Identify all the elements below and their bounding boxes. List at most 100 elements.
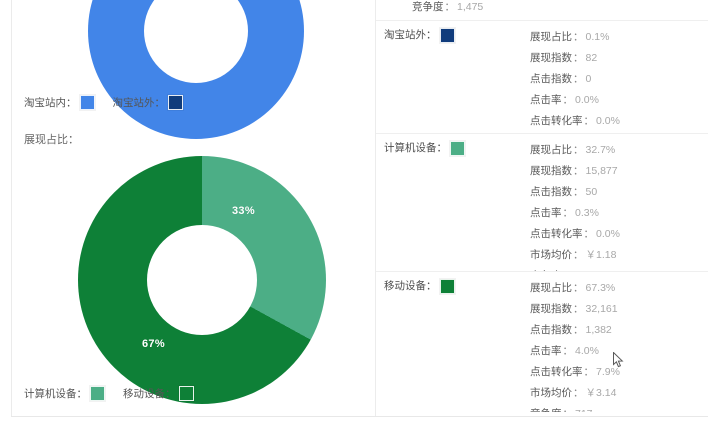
metric-value: 1,382 [585,324,612,336]
metric-row: 竞争度 ： 717 [530,404,620,412]
metric-row: 展现指数 ： 32,161 [530,299,620,320]
section-divider [376,133,708,134]
metric-colon: ： [573,144,584,156]
legend-item-taobao-inside[interactable]: 淘宝站内： [24,95,95,110]
section-divider [376,20,708,21]
metric-key: 竞争度 [412,1,444,13]
metrics-panel: 竞争度 ： 1,475 淘宝站外： 展现占比 ： 0.1% [375,0,708,418]
metric-block-label: 淘宝站外： [384,29,437,41]
metric-row: 展现占比 ： 67.3% [530,278,620,299]
metric-colon: ： [573,303,584,315]
metric-colon: ： [573,31,584,43]
metric-key: 展现指数 [530,165,572,177]
legend-label-taobao-outside: 淘宝站外： [112,97,166,109]
metric-colon: ： [583,366,595,378]
donut-hole [144,0,248,83]
taobao-channel-legend: 淘宝站内： 淘宝站外： [24,95,183,110]
metric-key: 市场均价 [530,249,572,261]
metric-value: 0.1% [585,31,610,43]
metric-rows: 展现占比 ： 0.1% 展现指数 ： 82 点击指数 ： 0 [494,21,620,133]
metric-key: 展现占比 [530,144,572,156]
metric-key: 点击指数 [530,324,572,336]
metric-colon: ： [573,324,584,336]
charts-panel: 淘宝站内： 淘宝站外： 展现占比： 33% 67% [11,0,375,416]
metric-key: 点击指数 [530,186,572,198]
metric-row: 点击指数 ： 1,382 [530,320,620,341]
legend-item-taobao-outside[interactable]: 淘宝站外： [112,95,183,110]
metric-value: 790 [575,266,593,271]
metric-row: 展现占比 ： 32.7% [530,140,620,161]
metric-row: 点击率 ： 4.0% [530,341,620,362]
metric-key: 点击转化率 [530,115,583,127]
metric-value: 0 [585,73,592,85]
metric-row: 市场均价 ： ￥1.18 [530,245,620,266]
metric-value: 1,475 [457,1,484,13]
device-donut-chart[interactable]: 33% 67% [78,156,326,404]
metric-value: 4.0% [575,345,599,357]
metric-row: 点击转化率 ： 7.9% [530,362,620,383]
metric-key: 展现指数 [530,303,572,315]
legend-item-pc-device[interactable]: 计算机设备： [24,386,105,401]
legend-swatch-taobao-outside [168,95,183,110]
metric-block-swatch [439,28,455,43]
donut-hole [147,225,257,335]
metric-rows: 展现占比 ： 67.3% 展现指数 ： 32,161 点击指数 ： 1,382 [494,272,620,412]
legend-swatch-mobile-device [178,386,194,401]
metric-colon: ： [563,266,574,271]
metric-block-pc-device: 计算机设备： 展现占比 ： 32.7% 展现指数 ： 15,877 [376,134,708,271]
metric-row: 点击指数 ： 50 [530,182,620,203]
metric-key: 展现指数 [530,52,572,64]
metric-row: 竞争度 ： 1,475 [376,0,708,14]
metric-colon: ： [563,404,574,412]
metric-key: 展现占比 [530,31,572,43]
metric-row: 点击率 ： 0.3% [530,203,620,224]
metric-colon: ： [562,94,574,106]
metric-value: 0.0% [575,94,599,106]
section-divider [376,271,708,272]
metric-block-mobile-device: 移动设备： 展现占比 ： 67.3% 展现指数 ： 32,161 [376,272,708,412]
donut-ring [78,156,326,404]
metric-row-partial-top: 竞争度 ： 1,475 [376,0,708,16]
metric-colon: ： [573,387,584,399]
metric-value: 32,161 [585,303,618,315]
metric-key: 点击率 [530,345,562,357]
metric-key: 竞争度 [530,404,562,412]
metric-key: 点击转化率 [530,366,583,378]
donut-ring [88,0,304,139]
donut-slice-label-mobile: 67% [142,338,165,350]
metric-row: 点击转化率 ： 0.0% [530,224,620,245]
metric-value: 15,877 [585,165,618,177]
metric-block-taobao-outside: 淘宝站外： 展现占比 ： 0.1% 展现指数 ： 82 点击指数 [376,21,708,133]
metric-value: 0.0% [596,115,620,127]
legend-swatch-pc-device [90,386,105,401]
metric-key: 点击指数 [530,73,572,85]
metric-value: 50 [585,186,598,198]
metric-value: 82 [585,52,598,64]
metric-colon: ： [583,115,595,127]
metric-colon: ： [573,249,584,261]
metric-row: 展现占比 ： 0.1% [530,27,620,48]
metric-colon: ： [573,186,584,198]
metric-row: 点击转化率 ： 0.0% [530,111,620,132]
metric-key: 展现占比 [530,282,572,294]
metric-colon: ： [573,282,584,294]
metric-key: 点击率 [530,207,562,219]
metric-colon: ： [573,165,584,177]
metric-block-swatch [439,279,455,294]
metric-colon: ： [573,73,584,85]
donut-slice-label-pc: 33% [232,205,255,217]
legend-item-mobile-device[interactable]: 移动设备： [123,386,194,401]
device-legend: 计算机设备： 移动设备： [24,386,194,401]
metric-row: 点击率 ： 0.0% [530,90,620,111]
page-bottom-border [11,416,708,417]
metric-value: 7.9% [596,366,620,378]
metric-value: ￥1.18 [585,249,617,261]
taobao-channel-donut-chart[interactable] [88,0,304,139]
metric-colon: ： [562,207,574,219]
metric-key: 市场均价 [530,387,572,399]
metric-block-swatch [450,141,465,156]
metric-key: 点击转化率 [530,228,583,240]
impression-share-caption: 展现占比： [24,134,79,146]
legend-label-pc-device: 计算机设备： [24,388,87,400]
